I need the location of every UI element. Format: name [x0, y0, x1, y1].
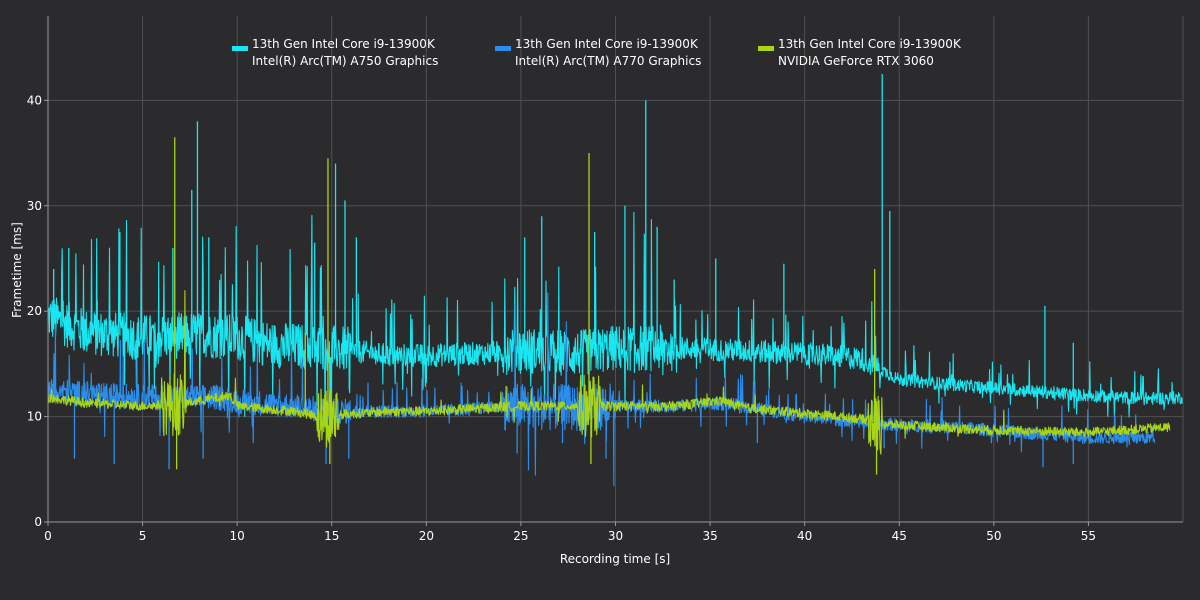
y-tick-label: 20: [27, 304, 42, 318]
series-line: [47, 292, 1156, 487]
x-tick-label: 5: [139, 529, 147, 543]
x-tick-label: 50: [986, 529, 1001, 543]
tick-labels: 0 5 10 15 20 25 30 35 40 45 50 55 0 10 20 30 40: [27, 93, 1096, 543]
grid-lines: [48, 16, 1183, 522]
x-axis-label: Recording time [s]: [560, 552, 670, 566]
series-line: [47, 290, 1171, 455]
legend-swatch: [758, 46, 774, 51]
legend-label-line1: 13th Gen Intel Core i9-13900K: [252, 37, 436, 51]
x-tick-label: 0: [44, 529, 52, 543]
series-1: [47, 73, 1184, 432]
legend-item-2: 13th Gen Intel Core i9-13900K Intel(R) Ar…: [495, 37, 701, 68]
x-tick-label: 10: [230, 529, 245, 543]
legend: 13th Gen Intel Core i9-13900K Intel(R) Ar…: [232, 37, 962, 68]
legend-label-line2: Intel(R) Arc(TM) A750 Graphics: [252, 54, 438, 68]
legend-label-line2: NVIDIA GeForce RTX 3060: [778, 54, 934, 68]
x-tick-label: 40: [797, 529, 812, 543]
y-tick-label: 40: [27, 93, 42, 107]
series-line: [47, 211, 1184, 432]
legend-swatch: [232, 46, 248, 51]
series-layer: [47, 73, 1184, 487]
x-tick-label: 55: [1081, 529, 1096, 543]
legend-swatch: [495, 46, 511, 51]
x-tick-label: 35: [702, 529, 717, 543]
y-axis-label: Frametime [ms]: [10, 222, 24, 318]
x-tick-label: 25: [513, 529, 528, 543]
legend-label-line1: 13th Gen Intel Core i9-13900K: [778, 37, 962, 51]
series-3: [47, 137, 1171, 475]
legend-label-line1: 13th Gen Intel Core i9-13900K: [515, 37, 699, 51]
legend-item-3: 13th Gen Intel Core i9-13900K NVIDIA GeFo…: [758, 37, 962, 68]
y-tick-label: 10: [27, 410, 42, 424]
x-tick-label: 15: [324, 529, 339, 543]
y-tick-label: 30: [27, 199, 42, 213]
legend-item-1: 13th Gen Intel Core i9-13900K Intel(R) Ar…: [232, 37, 438, 68]
y-tick-label: 0: [34, 515, 42, 529]
x-tick-label: 45: [892, 529, 907, 543]
legend-label-line2: Intel(R) Arc(TM) A770 Graphics: [515, 54, 701, 68]
x-tick-label: 30: [608, 529, 623, 543]
x-tick-label: 20: [419, 529, 434, 543]
